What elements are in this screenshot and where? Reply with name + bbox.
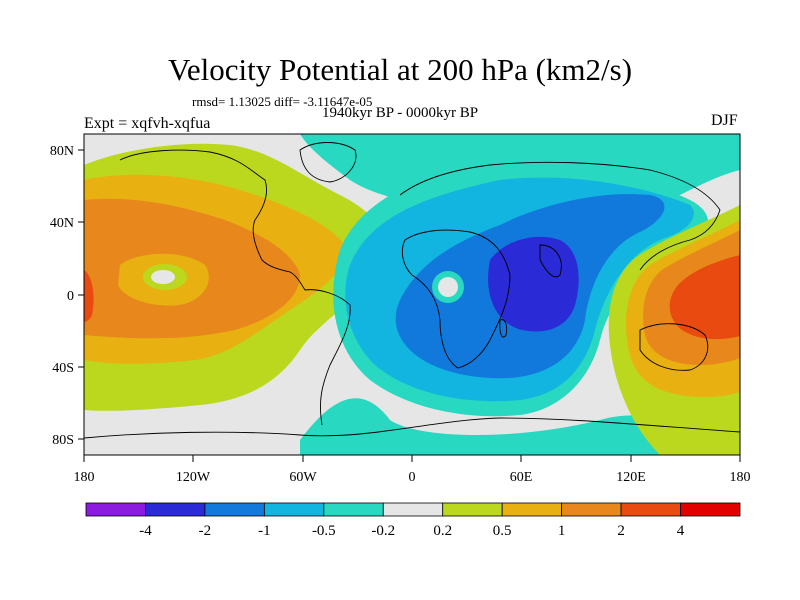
period-label: 1940kyr BP - 0000kyr BP — [322, 105, 479, 121]
lon-label: 180 — [730, 470, 751, 485]
experiment-label: Expt = xqfvh-xqfua — [84, 115, 211, 132]
colorbar-swatch — [442, 502, 503, 517]
colorbar-label: 0.2 — [433, 523, 452, 539]
colorbar-swatch — [85, 502, 146, 517]
colorbar-swatch — [561, 502, 622, 517]
lon-label: 60E — [510, 470, 533, 485]
coast-india — [539, 244, 562, 278]
colorbar-label: -0.5 — [312, 523, 336, 539]
colorbar-swatch — [263, 502, 325, 517]
axis-ticks — [78, 149, 741, 462]
contour-region-africa-spot — [438, 277, 458, 297]
coastlines — [84, 142, 740, 439]
lon-label: 60W — [289, 470, 317, 485]
colorbar-label: -1 — [258, 523, 271, 539]
stats-line: rmsd= 1.13025 diff= -3.11647e-05 — [192, 94, 373, 109]
colorbar-label: 1 — [558, 523, 566, 539]
lon-label: 120E — [616, 470, 646, 485]
lon-label: 180 — [74, 470, 95, 485]
lat-label: 0 — [67, 289, 74, 304]
coast-madagascar — [499, 319, 508, 338]
contour-fill — [84, 134, 740, 455]
lat-labels: 80N 40N 0 40S 80S — [50, 144, 74, 448]
lon-label: 0 — [409, 470, 416, 485]
colorbar-swatch — [323, 502, 384, 517]
colorbar-label: -0.2 — [371, 523, 395, 539]
lat-label: 80S — [52, 433, 74, 448]
coast-south-america — [304, 289, 351, 426]
colorbar-swatch — [620, 502, 681, 517]
colorbar-swatch — [382, 502, 444, 517]
colorbar-label: 2 — [617, 523, 625, 539]
contour-region-maritime-red — [669, 255, 740, 340]
contour-region-indian-deepblue — [488, 236, 579, 332]
contour-region-dateline-red — [84, 270, 94, 322]
colorbar-label: 0.5 — [493, 523, 512, 539]
contour-region-west-min-core — [151, 270, 175, 284]
lon-labels: 180 120W 60W 0 60E 120E 180 — [74, 470, 751, 485]
coast-australia — [639, 323, 709, 371]
colorbar-label: 4 — [677, 523, 685, 539]
contour-region-southern-cyan — [300, 398, 740, 455]
colorbar: -4 -2 -1 -0.5 -0.2 0.2 0.5 1 2 4 — [85, 502, 741, 539]
colorbar-label: -2 — [199, 523, 212, 539]
colorbar-label: -4 — [139, 523, 152, 539]
lat-label: 80N — [50, 144, 74, 159]
coast-antarctica — [84, 417, 740, 439]
season-label: DJF — [711, 112, 738, 129]
coast-africa — [401, 229, 511, 369]
lat-label: 40N — [50, 216, 74, 231]
coast-eurasia — [399, 161, 721, 271]
lon-label: 120W — [176, 470, 211, 485]
colorbar-swatch — [680, 502, 741, 517]
lat-label: 40S — [52, 361, 74, 376]
figure-title: Velocity Potential at 200 hPa (km2/s) — [167, 52, 633, 87]
colorbar-swatch — [145, 502, 206, 517]
colorbar-swatch — [501, 502, 563, 517]
colorbar-swatch — [204, 502, 265, 517]
coast-greenland — [299, 142, 357, 183]
coast-north-america — [119, 149, 306, 291]
